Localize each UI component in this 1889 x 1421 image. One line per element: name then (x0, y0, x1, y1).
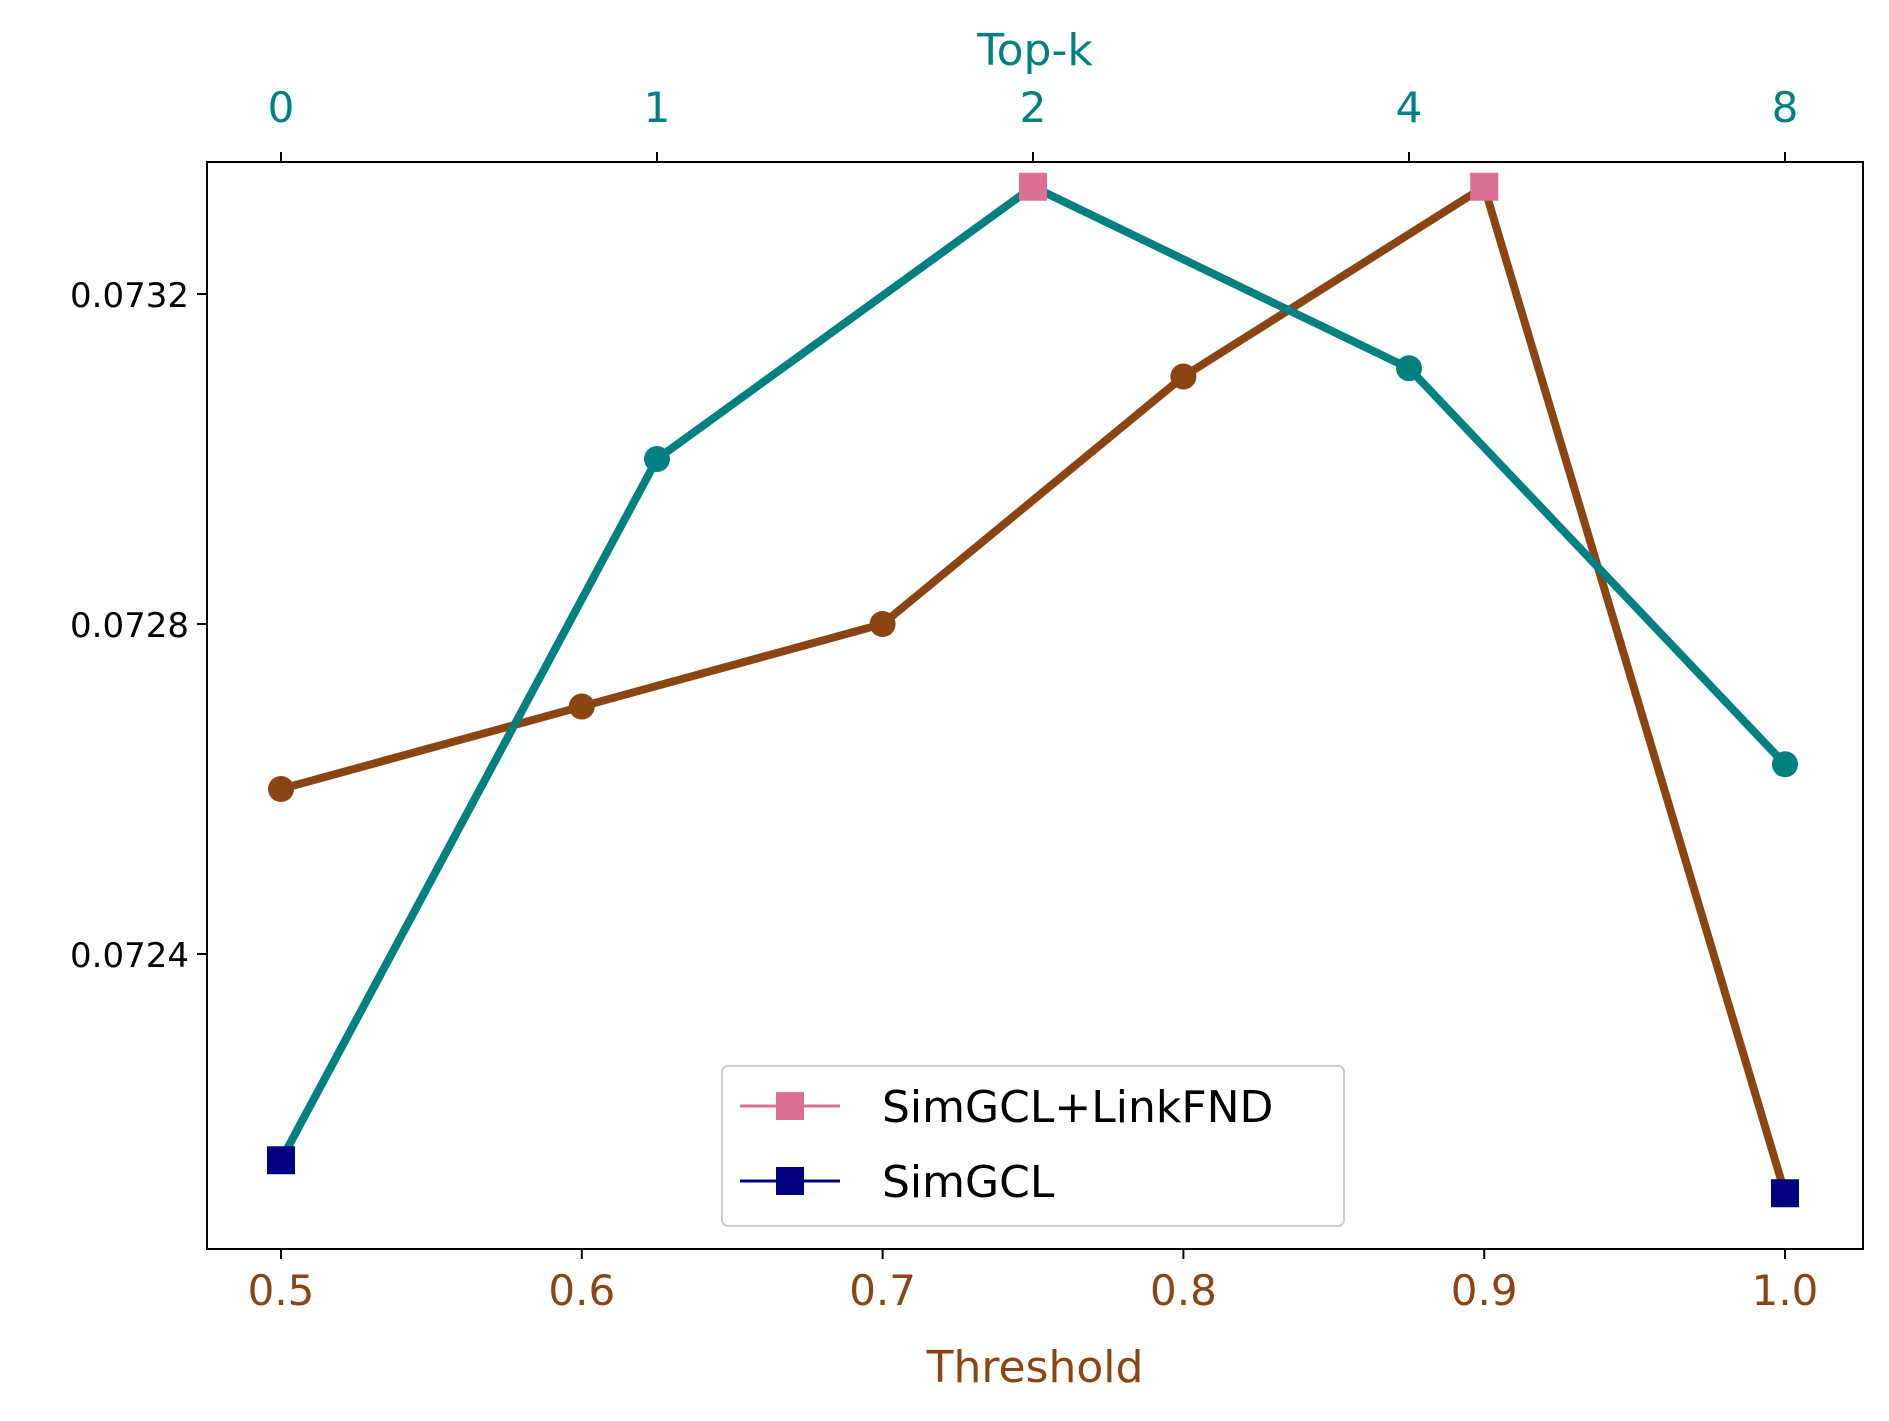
x2-tick-label: 1 (644, 83, 671, 132)
x-tick-label: 0.9 (1451, 1266, 1518, 1315)
x2-tick-label: 8 (1772, 83, 1799, 132)
data-point (568, 693, 595, 720)
ticks-layer: 0.5 0.6 0.7 0.8 0.9 1.0 0 1 2 4 8 0.0724 0.0728 0.073… (70, 83, 1818, 1315)
data-point-square (267, 1146, 295, 1175)
data-point-square (1470, 172, 1499, 201)
x-tick-label: 1.0 (1752, 1266, 1819, 1315)
data-point (1170, 363, 1197, 390)
data-point (1772, 751, 1798, 778)
x2-tick-label: 2 (1020, 83, 1047, 132)
legend-marker-simgcl-linkfnd (776, 1092, 804, 1120)
data-point (869, 611, 896, 637)
series-line-threshold (279, 182, 1789, 1195)
x-tick-label: 0.7 (849, 1266, 916, 1315)
series-line-top-k (277, 182, 1788, 1163)
x-tick-label: 0.8 (1150, 1266, 1217, 1315)
legend: SimGCL+LinkFND SimGCL (721, 1065, 1345, 1227)
x-axis-title: Threshold (926, 1342, 1144, 1393)
x-tick-label: 0.6 (548, 1266, 615, 1315)
data-point (268, 776, 294, 802)
data-point (644, 446, 670, 472)
plot-frame (206, 161, 1864, 1250)
x2-tick-label: 4 (1396, 83, 1423, 132)
x-tick-label: 0.5 (248, 1266, 315, 1315)
data-point-square (1771, 1179, 1799, 1208)
data-point (1396, 355, 1422, 382)
y-tick-label: 0.0732 (70, 276, 189, 316)
x2-tick-label: 0 (268, 83, 295, 132)
legend-box (721, 1065, 1345, 1227)
y-tick-label: 0.0728 (70, 606, 189, 646)
x2-axis-title: Top-k (976, 25, 1093, 76)
y-tick-label: 0.0724 (70, 936, 189, 976)
legend-label-simgcl-linkfnd: SimGCL+LinkFND (882, 1082, 1273, 1133)
plot-layer (267, 172, 1799, 1208)
legend-marker-simgcl (776, 1167, 804, 1195)
data-point-square (1019, 172, 1047, 201)
legend-label-simgcl: SimGCL (882, 1157, 1055, 1208)
